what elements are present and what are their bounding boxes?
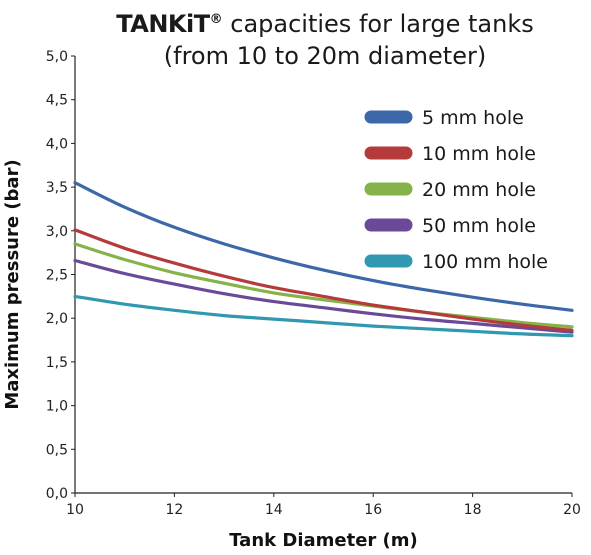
x-tick-label: 18 bbox=[464, 502, 482, 518]
title-brand: TANKiT bbox=[116, 10, 210, 38]
series-lines bbox=[73, 181, 574, 338]
x-tick-label: 10 bbox=[66, 502, 84, 518]
legend-label-50-mm-hole: 50 mm hole bbox=[422, 215, 536, 237]
y-tick-label: 4,0 bbox=[46, 136, 68, 152]
y-tick-label: 3,5 bbox=[46, 180, 68, 196]
series-line-20-mm-hole bbox=[73, 242, 574, 329]
series-line-10-mm-hole bbox=[73, 228, 574, 332]
y-axis-title: Maximum pressure (bar) bbox=[2, 159, 23, 409]
x-tick-label: 20 bbox=[563, 502, 581, 518]
title-line2: (from 10 to 20m diameter) bbox=[163, 42, 487, 70]
y-axis-ticks: 0,0 0,5 1,0 1,5 2,0 2,5 3,0 3,5 4,0 4,5 5,0 bbox=[46, 49, 75, 502]
x-axis-ticks: 10 12 14 16 18 20 bbox=[66, 493, 581, 518]
series-line-5-mm-hole bbox=[73, 181, 574, 312]
title-reg-mark: ® bbox=[209, 12, 223, 27]
series-line-100-mm-hole bbox=[73, 294, 574, 338]
y-tick-label: 0,0 bbox=[46, 486, 68, 502]
x-tick-label: 14 bbox=[265, 502, 283, 518]
y-tick-label: 2,5 bbox=[46, 268, 68, 284]
legend-label-20-mm-hole: 20 mm hole bbox=[422, 179, 536, 201]
legend: 5 mm hole 10 mm hole 20 mm hole 50 mm hole 1… bbox=[364, 107, 548, 273]
x-axis-title: Tank Diameter (m) bbox=[229, 530, 418, 551]
legend-label-10-mm-hole: 10 mm hole bbox=[422, 143, 536, 165]
y-tick-label: 5,0 bbox=[46, 49, 68, 65]
y-tick-label: 2,0 bbox=[46, 311, 68, 327]
y-tick-label: 1,0 bbox=[46, 399, 68, 415]
y-tick-label: 0,5 bbox=[46, 442, 68, 458]
legend-label-5-mm-hole: 5 mm hole bbox=[422, 107, 524, 129]
series-line-50-mm-hole bbox=[73, 258, 574, 334]
y-tick-label: 1,5 bbox=[46, 355, 68, 371]
y-tick-label: 3,0 bbox=[46, 224, 68, 240]
title-line1: capacities for large tanks bbox=[222, 10, 534, 38]
legend-label-100-mm-hole: 100 mm hole bbox=[422, 251, 548, 273]
chart-title: TANKiT® capacities for large tanks (from… bbox=[75, 4, 575, 72]
x-tick-label: 12 bbox=[165, 502, 183, 518]
y-tick-label: 4,5 bbox=[46, 93, 68, 109]
x-tick-label: 16 bbox=[364, 502, 382, 518]
